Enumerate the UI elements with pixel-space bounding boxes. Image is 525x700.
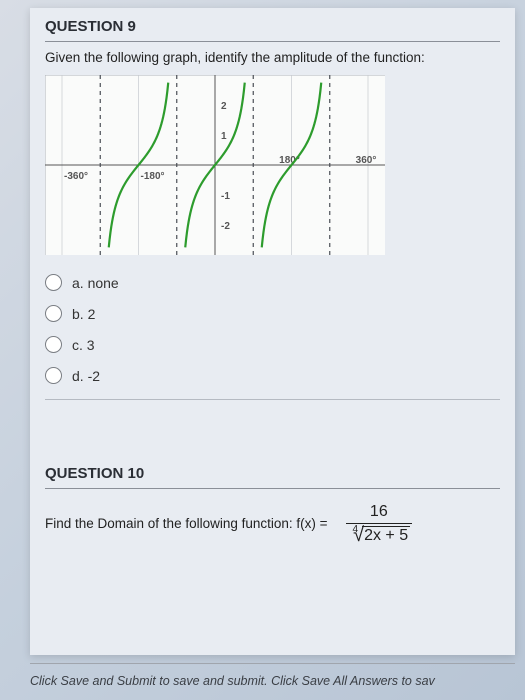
radio-icon xyxy=(45,274,62,291)
numerator: 16 xyxy=(362,503,396,523)
q9-option-a[interactable]: a. none xyxy=(45,267,500,298)
q9-prompt: Given the following graph, identify the … xyxy=(45,50,500,65)
question-10-block: QUESTION 10 Find the Domain of the follo… xyxy=(45,455,500,544)
radio-icon xyxy=(45,305,62,322)
question-9-block: QUESTION 9 Given the following graph, id… xyxy=(45,18,500,400)
q10-header: QUESTION 10 xyxy=(45,465,500,489)
footer-hint: Click Save and Submit to save and submit… xyxy=(30,663,515,688)
q9-header: QUESTION 9 xyxy=(45,18,500,42)
svg-text:2: 2 xyxy=(221,101,227,112)
radio-icon xyxy=(45,336,62,353)
option-label: a. none xyxy=(72,275,119,291)
svg-text:1: 1 xyxy=(221,131,227,142)
q10-prompt: Find the Domain of the following functio… xyxy=(45,503,500,544)
svg-text:-2: -2 xyxy=(221,221,230,232)
separator xyxy=(45,399,500,400)
fraction: 16 4 √ 2x + 5 xyxy=(346,503,413,544)
svg-text:-360°: -360° xyxy=(64,171,88,182)
svg-text:-180°: -180° xyxy=(141,171,165,182)
svg-text:360°: 360° xyxy=(356,155,377,166)
root-index: 4 xyxy=(353,524,359,535)
option-label: d. -2 xyxy=(72,368,100,384)
q9-option-d[interactable]: d. -2 xyxy=(45,360,500,391)
q9-options: a. none b. 2 c. 3 d. -2 xyxy=(45,267,500,391)
option-label: b. 2 xyxy=(72,306,95,322)
denominator: 4 √ 2x + 5 xyxy=(346,523,413,545)
radicand: 2x + 5 xyxy=(362,526,410,545)
q10-prompt-text: Find the Domain of the following functio… xyxy=(45,516,328,531)
option-label: c. 3 xyxy=(72,337,95,353)
q9-option-c[interactable]: c. 3 xyxy=(45,329,500,360)
radio-icon xyxy=(45,367,62,384)
q9-graph: 21-1-2-360°-180°180°360° xyxy=(45,75,385,255)
svg-text:-1: -1 xyxy=(221,191,230,202)
q9-option-b[interactable]: b. 2 xyxy=(45,298,500,329)
exam-page: QUESTION 9 Given the following graph, id… xyxy=(30,8,515,655)
